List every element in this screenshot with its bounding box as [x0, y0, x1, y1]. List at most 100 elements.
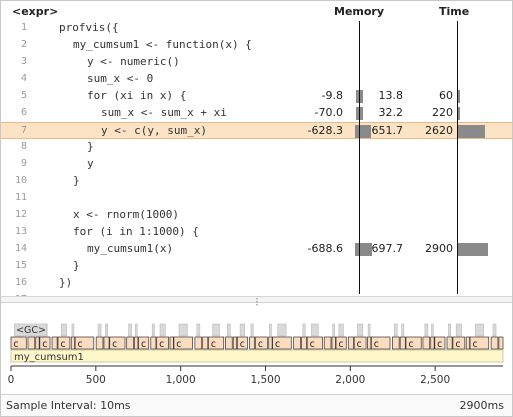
code-line-8[interactable]: 8}	[1, 139, 512, 156]
flame-c-frame[interactable]	[70, 336, 75, 350]
flame-gc-frame[interactable]	[424, 323, 429, 337]
flame-c-frame[interactable]	[109, 336, 126, 350]
flame-gc-frame[interactable]	[338, 323, 344, 337]
code-line-16[interactable]: 16})	[1, 275, 512, 292]
flame-c-frame[interactable]	[173, 336, 193, 350]
flame-gc-frame[interactable]	[97, 323, 102, 337]
code-line-6[interactable]: 6 sum_x <- sum_x + xi -70.0 32.2 220	[1, 105, 512, 122]
flame-graph[interactable]: my_cumsum1 c c c c c c c c c c c c c c c c c c c c <GC>	[1, 304, 512, 364]
flame-c-frame[interactable]	[27, 336, 36, 350]
code-line-4[interactable]: 4 sum_x <- 0	[1, 71, 512, 88]
flame-gc-frame[interactable]	[178, 323, 188, 337]
flame-c-frame[interactable]	[293, 336, 301, 350]
memory-header[interactable]: Memory	[334, 5, 385, 18]
flame-c-frame[interactable]	[353, 336, 367, 350]
flame-gc-frame[interactable]	[455, 323, 462, 337]
flame-c-frame[interactable]	[430, 336, 435, 350]
flame-c-frame[interactable]	[74, 336, 95, 350]
code-line-12[interactable]: 12 x <- rnorm(1000)	[1, 207, 512, 224]
flame-gc-frame[interactable]	[196, 323, 201, 337]
flame-c-frame[interactable]	[249, 336, 255, 350]
flame-c-frame[interactable]	[150, 336, 157, 350]
flame-gc-frame[interactable]	[311, 323, 319, 337]
flame-gc-frame[interactable]	[357, 323, 364, 337]
code-line-1[interactable]: 1 profvis({	[1, 20, 512, 37]
flame-gc-frame[interactable]	[71, 323, 75, 337]
flame-c-frame[interactable]	[272, 336, 292, 350]
flame-c-frame[interactable]	[138, 336, 150, 350]
time-header[interactable]: Time	[439, 5, 470, 18]
flame-c-frame[interactable]	[236, 336, 248, 350]
flame-c-frame[interactable]	[323, 336, 332, 350]
flame-c-frame[interactable]	[331, 336, 336, 350]
code-line-5[interactable]: 5 for (xi in x) {-9.8 13.8 60	[1, 88, 512, 105]
flame-c-frame[interactable]	[490, 336, 499, 350]
flame-gc-frame[interactable]	[401, 323, 405, 337]
flame-gc-frame[interactable]	[302, 323, 306, 337]
flame-c-frame[interactable]	[268, 336, 273, 350]
flame-c-frame[interactable]	[255, 336, 268, 350]
flame-gc-frame[interactable]	[134, 323, 138, 337]
flame-root-frame[interactable]	[10, 349, 504, 363]
flame-gc-frame[interactable]	[250, 323, 254, 337]
flame-c-frame[interactable]	[465, 336, 470, 350]
flame-c-frame[interactable]	[194, 336, 203, 350]
flame-c-frame[interactable]	[452, 336, 466, 350]
flame-c-frame[interactable]	[156, 336, 169, 350]
flame-c-frame[interactable]	[370, 336, 391, 350]
flame-gc-frame[interactable]	[492, 323, 497, 337]
code-line-14[interactable]: 14 my_cumsum1(x) -688.6 697.7 2900	[1, 241, 512, 258]
flame-gc-frame[interactable]	[393, 323, 398, 337]
flame-gc-frame[interactable]	[105, 323, 108, 337]
flame-c-frame[interactable]	[498, 336, 504, 350]
flame-gc-frame[interactable]	[159, 323, 166, 337]
pane-splitter[interactable]: • • •	[1, 296, 512, 309]
flame-c-frame[interactable]	[392, 336, 400, 350]
flame-c-frame[interactable]	[232, 336, 237, 350]
flame-c-frame[interactable]	[134, 336, 139, 350]
code-line-13[interactable]: 13 for (i in 1:1000) {	[1, 224, 512, 241]
code-line-15[interactable]: 15}	[1, 258, 512, 275]
flame-c-frame[interactable]	[367, 336, 372, 350]
flame-c-frame[interactable]	[95, 336, 104, 350]
code-line-3[interactable]: 3 y <- numeric()	[1, 54, 512, 71]
flame-c-frame[interactable]	[347, 336, 354, 350]
flame-gc-frame[interactable]	[239, 323, 245, 337]
flame-c-frame[interactable]	[399, 336, 406, 350]
flame-gc-frame[interactable]	[128, 323, 132, 337]
flame-gc-frame[interactable]	[474, 323, 484, 337]
flame-gc-frame[interactable]	[14, 323, 47, 337]
flame-gc-frame[interactable]	[60, 323, 67, 337]
flame-c-frame[interactable]	[202, 336, 209, 350]
flame-gc-frame[interactable]	[448, 323, 452, 337]
flame-c-frame[interactable]	[469, 336, 490, 350]
flame-c-frame[interactable]	[434, 336, 446, 350]
flame-c-frame[interactable]	[446, 336, 453, 350]
flame-gc-frame[interactable]	[431, 323, 434, 337]
flame-c-frame[interactable]	[301, 336, 307, 350]
flame-gc-frame[interactable]	[212, 323, 220, 337]
flame-c-frame[interactable]	[422, 336, 431, 350]
code-line-11[interactable]: 11	[1, 190, 512, 207]
flame-gc-frame[interactable]	[367, 323, 371, 337]
flame-c-frame[interactable]	[51, 336, 58, 350]
flame-c-frame[interactable]	[39, 336, 51, 350]
flame-c-frame[interactable]	[35, 336, 40, 350]
splitter-grip-icon[interactable]: • • •	[255, 296, 259, 309]
flame-c-frame[interactable]	[306, 336, 323, 350]
flame-c-frame[interactable]	[103, 336, 110, 350]
flame-c-frame[interactable]	[126, 336, 134, 350]
flame-c-frame[interactable]	[10, 336, 27, 350]
flame-c-frame[interactable]	[335, 336, 347, 350]
code-line-7[interactable]: 7 y <- c(y, sum_x) -628.3 651.7 2620	[1, 122, 512, 139]
flame-gc-frame[interactable]	[277, 323, 287, 337]
flame-c-frame[interactable]	[405, 336, 422, 350]
flame-c-frame[interactable]	[208, 336, 225, 350]
flame-gc-frame[interactable]	[151, 323, 155, 337]
code-line-10[interactable]: 10}	[1, 173, 512, 190]
flame-c-frame[interactable]	[57, 336, 71, 350]
flame-c-frame[interactable]	[169, 336, 174, 350]
code-line-2[interactable]: 2 my_cumsum1 <- function(x) {	[1, 37, 512, 54]
flame-gc-frame[interactable]	[332, 323, 335, 337]
